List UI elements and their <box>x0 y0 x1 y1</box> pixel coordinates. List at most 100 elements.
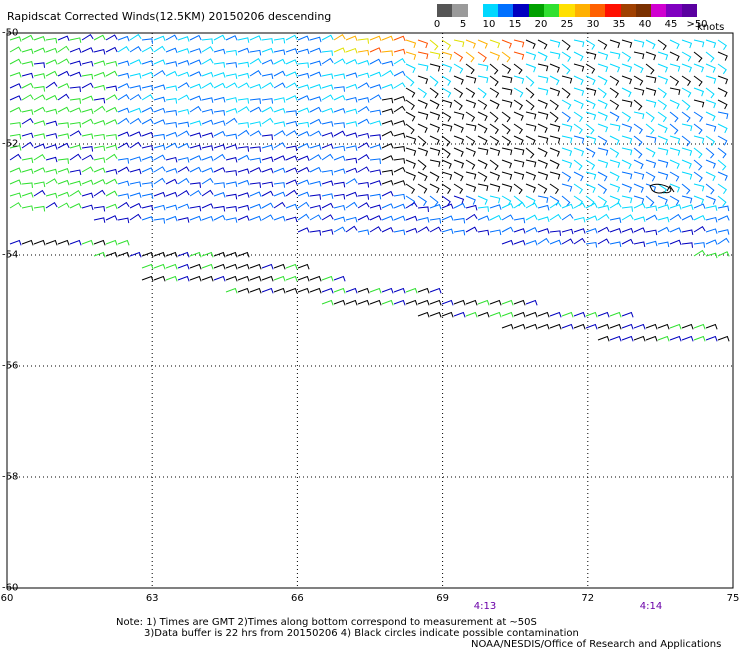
wind-barb <box>297 48 310 55</box>
wind-barb <box>429 99 440 110</box>
wind-barb <box>489 123 499 135</box>
wind-barb <box>549 63 560 73</box>
wind-barb <box>657 51 669 61</box>
wind-barb <box>345 59 358 65</box>
wind-barb <box>237 129 250 137</box>
wind-barb <box>405 215 418 222</box>
wind-barb <box>369 134 382 140</box>
wind-barb <box>501 203 514 209</box>
wind-barb <box>69 121 82 128</box>
wind-barb <box>21 192 34 198</box>
wind-barb <box>249 215 262 222</box>
wind-barb <box>393 48 406 55</box>
wind-barb <box>693 99 705 108</box>
wind-barb <box>357 287 370 294</box>
wind-barb <box>129 59 142 65</box>
wind-barb <box>237 287 250 294</box>
wind-barb <box>489 63 499 75</box>
wind-barb <box>693 183 705 192</box>
wind-barb <box>141 251 154 258</box>
wind-barb <box>381 50 393 56</box>
wind-barb <box>681 204 694 210</box>
wind-barb <box>513 171 525 180</box>
wind-barb <box>225 35 238 41</box>
wind-barb <box>345 167 358 174</box>
wind-barb <box>117 193 130 199</box>
wind-barb <box>237 47 250 54</box>
wind-barb <box>681 135 691 147</box>
wind-barb <box>297 275 310 282</box>
wind-barb <box>297 155 310 162</box>
wind-barb <box>21 182 33 188</box>
wind-barb <box>561 323 574 330</box>
wind-barb <box>513 299 526 306</box>
wind-barb <box>297 35 310 41</box>
wind-barb <box>681 195 693 204</box>
wind-barb <box>297 72 310 79</box>
wind-barb <box>237 146 250 152</box>
wind-barb <box>273 191 286 198</box>
wind-barb <box>69 180 82 187</box>
wind-barb <box>141 85 154 91</box>
wind-barb <box>657 226 670 233</box>
wind-barb <box>321 34 334 41</box>
wind-barb <box>681 229 694 235</box>
wind-barb <box>369 215 382 221</box>
wind-barb <box>357 132 370 139</box>
wind-barb <box>633 51 645 60</box>
wind-barb <box>357 202 370 209</box>
wind-barb <box>225 217 238 223</box>
wind-barb <box>57 168 70 174</box>
wind-barb <box>657 63 668 73</box>
wind-barb <box>393 35 406 42</box>
wind-barb <box>525 87 535 99</box>
wind-barb <box>309 194 322 200</box>
wind-barb <box>81 204 94 211</box>
wind-barb <box>117 157 130 164</box>
wind-barb <box>177 36 190 42</box>
wind-barb <box>345 287 358 294</box>
wind-barb <box>153 96 166 103</box>
wind-barb <box>513 311 526 318</box>
wind-barb <box>705 216 718 223</box>
wind-barb <box>465 195 476 205</box>
wind-barb <box>21 109 34 115</box>
wind-barb <box>189 275 202 282</box>
wind-barb <box>309 180 322 187</box>
wind-barb <box>261 144 274 151</box>
wind-barb <box>249 157 262 164</box>
wind-barb <box>657 323 670 330</box>
wind-barb <box>537 147 548 158</box>
wind-barb <box>153 204 166 211</box>
wind-barb <box>705 63 716 73</box>
wind-barb <box>21 61 34 67</box>
wind-barb <box>705 323 718 330</box>
wind-barb <box>657 111 667 123</box>
wind-barb <box>333 86 346 92</box>
wind-barb <box>417 51 429 60</box>
wind-barb <box>405 135 417 144</box>
wind-barb <box>705 252 718 259</box>
wind-barb <box>345 191 358 198</box>
wind-barb <box>57 239 70 246</box>
wind-barb <box>237 72 250 79</box>
wind-barb <box>549 213 562 221</box>
wind-barb <box>621 238 634 245</box>
wind-barb <box>9 153 22 161</box>
wind-barb <box>717 335 730 342</box>
wind-barb <box>705 228 718 234</box>
wind-barb <box>273 142 286 149</box>
wind-barb <box>237 251 250 258</box>
wind-barb <box>393 70 406 77</box>
wind-barb <box>285 110 298 116</box>
wind-barb <box>597 183 608 194</box>
wind-barb <box>453 311 466 318</box>
wind-barb <box>465 159 476 170</box>
wind-barb <box>45 108 58 115</box>
wind-barb <box>405 147 417 156</box>
wind-barb <box>369 35 382 42</box>
wind-barb <box>285 216 298 223</box>
wind-barb <box>633 99 643 111</box>
wind-barb <box>717 51 728 61</box>
wind-barb <box>177 48 190 54</box>
